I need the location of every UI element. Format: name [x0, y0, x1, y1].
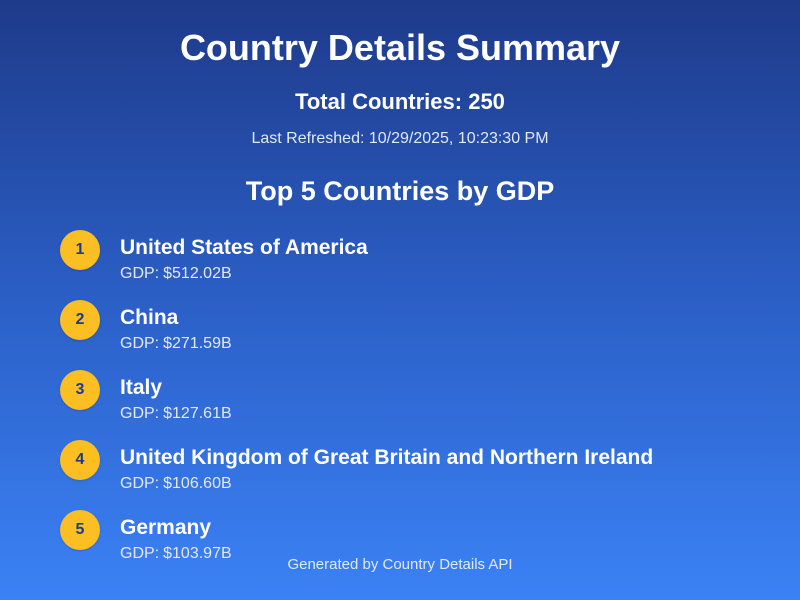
gdp-value: $512.02B [163, 265, 232, 282]
list-item: 5 Germany GDP: $103.97B [60, 510, 760, 580]
gdp-label: GDP: [120, 475, 160, 492]
list-item: 1 United States of America GDP: $512.02B [60, 230, 760, 300]
total-countries: Total Countries: 250 [295, 89, 505, 114]
country-gdp: GDP: $106.60B [120, 474, 232, 494]
footer-credit: Generated by Country Details API [287, 556, 513, 573]
rank-badge: 2 [60, 300, 100, 340]
gdp-value: $271.59B [163, 335, 232, 352]
rank-badge: 1 [60, 230, 100, 270]
gdp-value: $103.97B [163, 545, 232, 562]
gdp-value: $127.61B [163, 405, 232, 422]
country-name: China [120, 306, 179, 329]
country-gdp: GDP: $103.97B [120, 544, 232, 564]
list-item: 2 China GDP: $271.59B [60, 300, 760, 370]
gdp-label: GDP: [120, 405, 160, 422]
country-gdp: GDP: $271.59B [120, 334, 232, 354]
list-item: 4 United Kingdom of Great Britain and No… [60, 440, 760, 510]
top-gdp-list: 1 United States of America GDP: $512.02B … [60, 230, 760, 580]
rank-badge: 5 [60, 510, 100, 550]
gdp-label: GDP: [120, 545, 160, 562]
country-name: Germany [120, 516, 212, 539]
gdp-label: GDP: [120, 265, 160, 282]
country-name: United States of America [120, 236, 368, 259]
top-gdp-heading: Top 5 Countries by GDP [245, 176, 555, 206]
list-item: 3 Italy GDP: $127.61B [60, 370, 760, 440]
country-gdp: GDP: $512.02B [120, 264, 232, 284]
rank-badge: 4 [60, 440, 100, 480]
rank-badge: 3 [60, 370, 100, 410]
country-gdp: GDP: $127.61B [120, 404, 232, 424]
country-name: Italy [120, 376, 163, 399]
gdp-value: $106.60B [163, 475, 232, 492]
gdp-label: GDP: [120, 335, 160, 352]
country-name: United Kingdom of Great Britain and Nort… [120, 446, 654, 469]
last-refreshed-timestamp: Last Refreshed: 10/29/2025, 10:23:30 PM [251, 130, 549, 147]
page-title: Country Details Summary [179, 27, 621, 68]
